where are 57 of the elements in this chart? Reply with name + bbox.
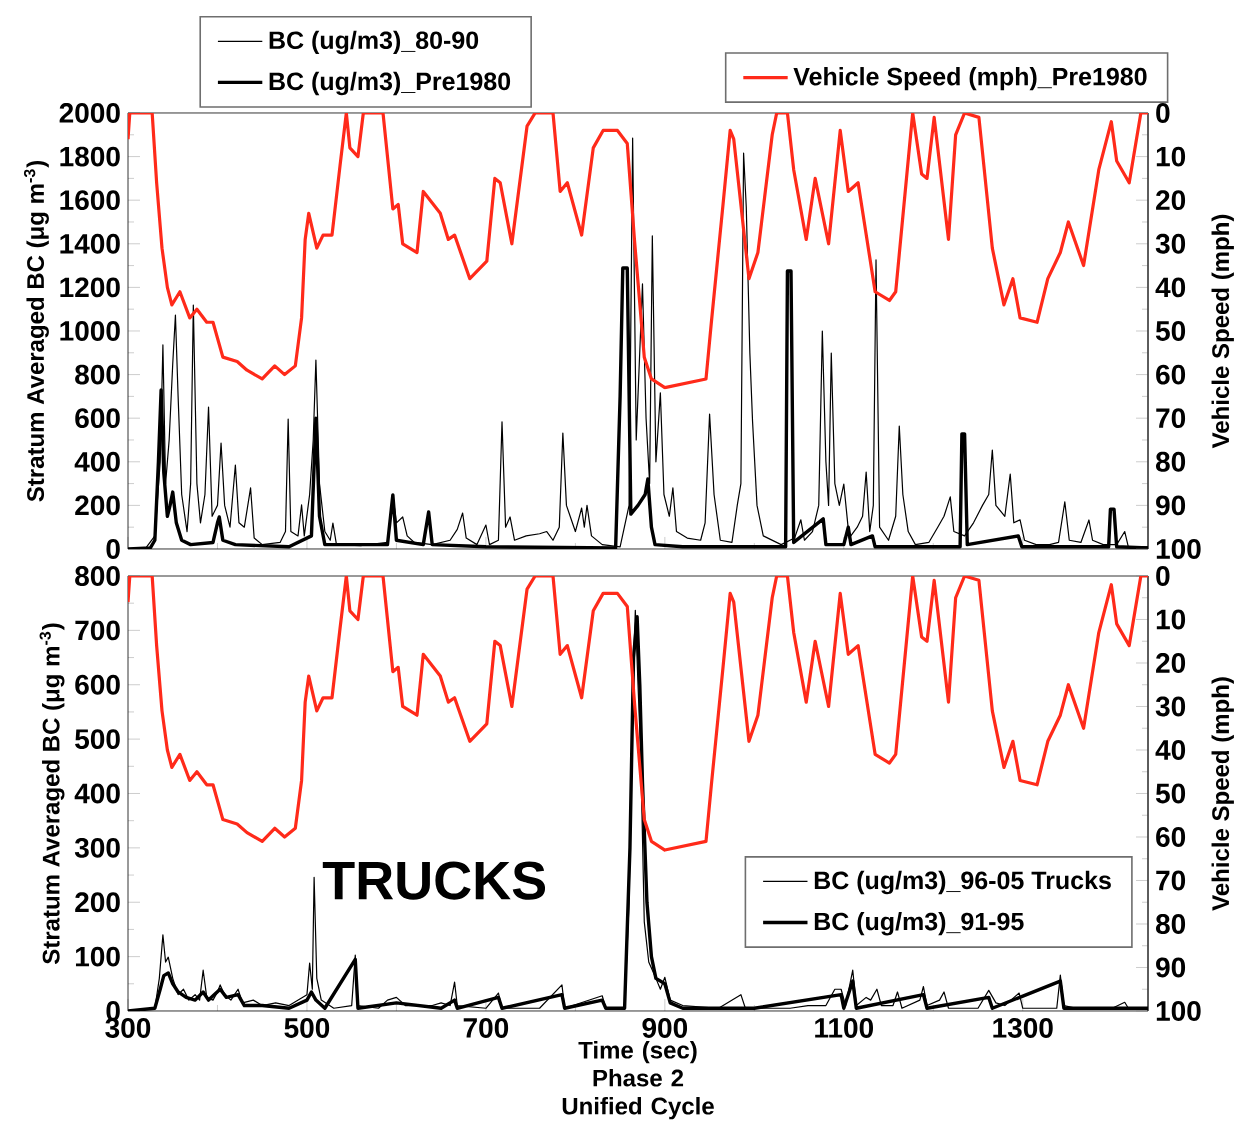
y2-tick-label: 80 xyxy=(1155,914,1186,934)
y2-axis-title: Vehicle Speed (mph) xyxy=(1211,214,1234,449)
y-tick-label: 0 xyxy=(106,539,120,559)
y2-tick-label: 20 xyxy=(1156,190,1186,211)
y-tick-label: 1600 xyxy=(60,190,120,211)
y-tick-label: 2000 xyxy=(59,103,120,123)
y-tick-label: 400 xyxy=(74,451,120,472)
y2-tick-label: 90 xyxy=(1156,957,1186,978)
y-tick-label: 600 xyxy=(75,408,120,429)
y2-tick-label: 10 xyxy=(1156,146,1186,167)
y2-tick-label: 30 xyxy=(1155,233,1186,254)
y2-tick-label: 80 xyxy=(1155,451,1186,472)
y2-axis-title: Vehicle Speed (mph) xyxy=(1211,677,1234,911)
y-tick-label: 1400 xyxy=(60,233,120,254)
legend-label: BC (ug/m3)_Pre1980 xyxy=(269,71,511,96)
y-tick-label: 400 xyxy=(74,783,120,804)
x-tick-label: 500 xyxy=(284,1018,330,1038)
y2-tick-label: 100 xyxy=(1156,1001,1201,1021)
x-tick-label: 1100 xyxy=(815,1018,874,1038)
y2-tick-label: 50 xyxy=(1155,783,1186,804)
x-axis-title: Time (sec) Phase 2 Unified Cycle xyxy=(562,1041,714,1120)
legend-label: Vehicle Speed (mph)_Pre1980 xyxy=(793,67,1147,91)
y-tick-label: 100 xyxy=(75,946,120,967)
y-tick-label: 1200 xyxy=(60,277,120,298)
y-tick-label: 700 xyxy=(75,620,120,641)
y2-tick-label: 100 xyxy=(1156,539,1201,559)
y2-tick-label: 40 xyxy=(1155,277,1186,298)
y-tick-label: 300 xyxy=(74,837,120,858)
x-tick-label: 700 xyxy=(463,1018,509,1038)
legend-label: BC (ug/m3)_80-90 xyxy=(269,30,479,55)
y2-tick-label: 70 xyxy=(1156,408,1186,429)
y2-tick-label: 20 xyxy=(1156,653,1186,673)
y-axis-title: Stratum Averaged BC (μg m$^{-3}$) xyxy=(23,160,49,502)
y2-tick-label: 50 xyxy=(1155,321,1186,341)
y-tick-label: 800 xyxy=(75,364,120,385)
y-axis-title: Stratum Averaged BC (μg m$^{-3}$) xyxy=(39,623,65,964)
y-tick-label: 500 xyxy=(75,729,120,750)
annotation: TRUCKS xyxy=(322,861,546,900)
y-tick-label: 800 xyxy=(75,566,120,586)
y2-tick-label: 90 xyxy=(1156,495,1186,516)
y2-tick-label: 10 xyxy=(1156,609,1186,630)
x-tick-label: 900 xyxy=(642,1018,688,1038)
y-tick-label: 200 xyxy=(75,495,120,516)
y2-tick-label: 40 xyxy=(1155,740,1186,760)
y2-tick-label: 0 xyxy=(1156,103,1170,123)
y2-tick-label: 60 xyxy=(1156,364,1186,385)
y-tick-label: 1800 xyxy=(60,146,120,167)
legend-label: BC (ug/m3)_96-05 Trucks xyxy=(814,870,1111,895)
x-tick-label: 1300 xyxy=(993,1018,1053,1038)
y-tick-label: 600 xyxy=(75,674,120,695)
y-tick-label: 1000 xyxy=(60,321,120,341)
y2-tick-label: 70 xyxy=(1156,870,1186,891)
y2-tick-label: 60 xyxy=(1156,827,1186,847)
legend-label: BC (ug/m3)_91-95 xyxy=(814,911,1024,936)
y2-tick-label: 0 xyxy=(1156,566,1170,586)
y2-tick-label: 30 xyxy=(1155,696,1186,717)
y-tick-label: 200 xyxy=(75,892,120,913)
